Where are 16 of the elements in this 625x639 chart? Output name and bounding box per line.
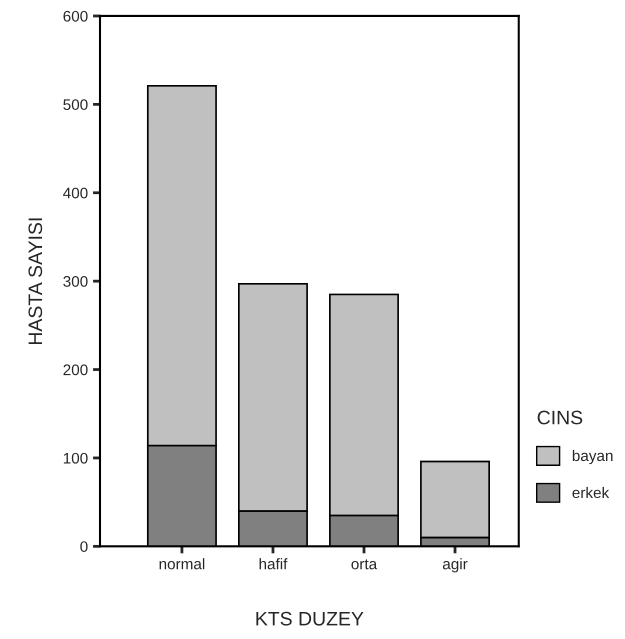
legend-title: CINS	[538, 410, 582, 424]
x-tick-label: hafif	[260, 558, 288, 570]
legend-label: erkek	[572, 486, 610, 498]
y-tick-label: 400	[63, 188, 88, 198]
y-tick-label: 200	[63, 364, 88, 376]
x-tick-label: orta	[351, 559, 378, 570]
legend-label: bayan	[572, 450, 612, 464]
x-axis-title: KTS DUZEY	[256, 612, 364, 626]
x-tick-label: agir	[442, 558, 468, 572]
y-tick-label: 0	[80, 541, 88, 552]
y-tick-label: 500	[63, 99, 88, 110]
y-tick-label: 300	[63, 276, 88, 287]
x-tick-label: normal	[160, 558, 204, 570]
y-tick-label: 100	[64, 452, 88, 464]
y-tick-label: 600	[63, 10, 88, 22]
y-axis-title: HASTA SAYISI	[28, 218, 42, 344]
